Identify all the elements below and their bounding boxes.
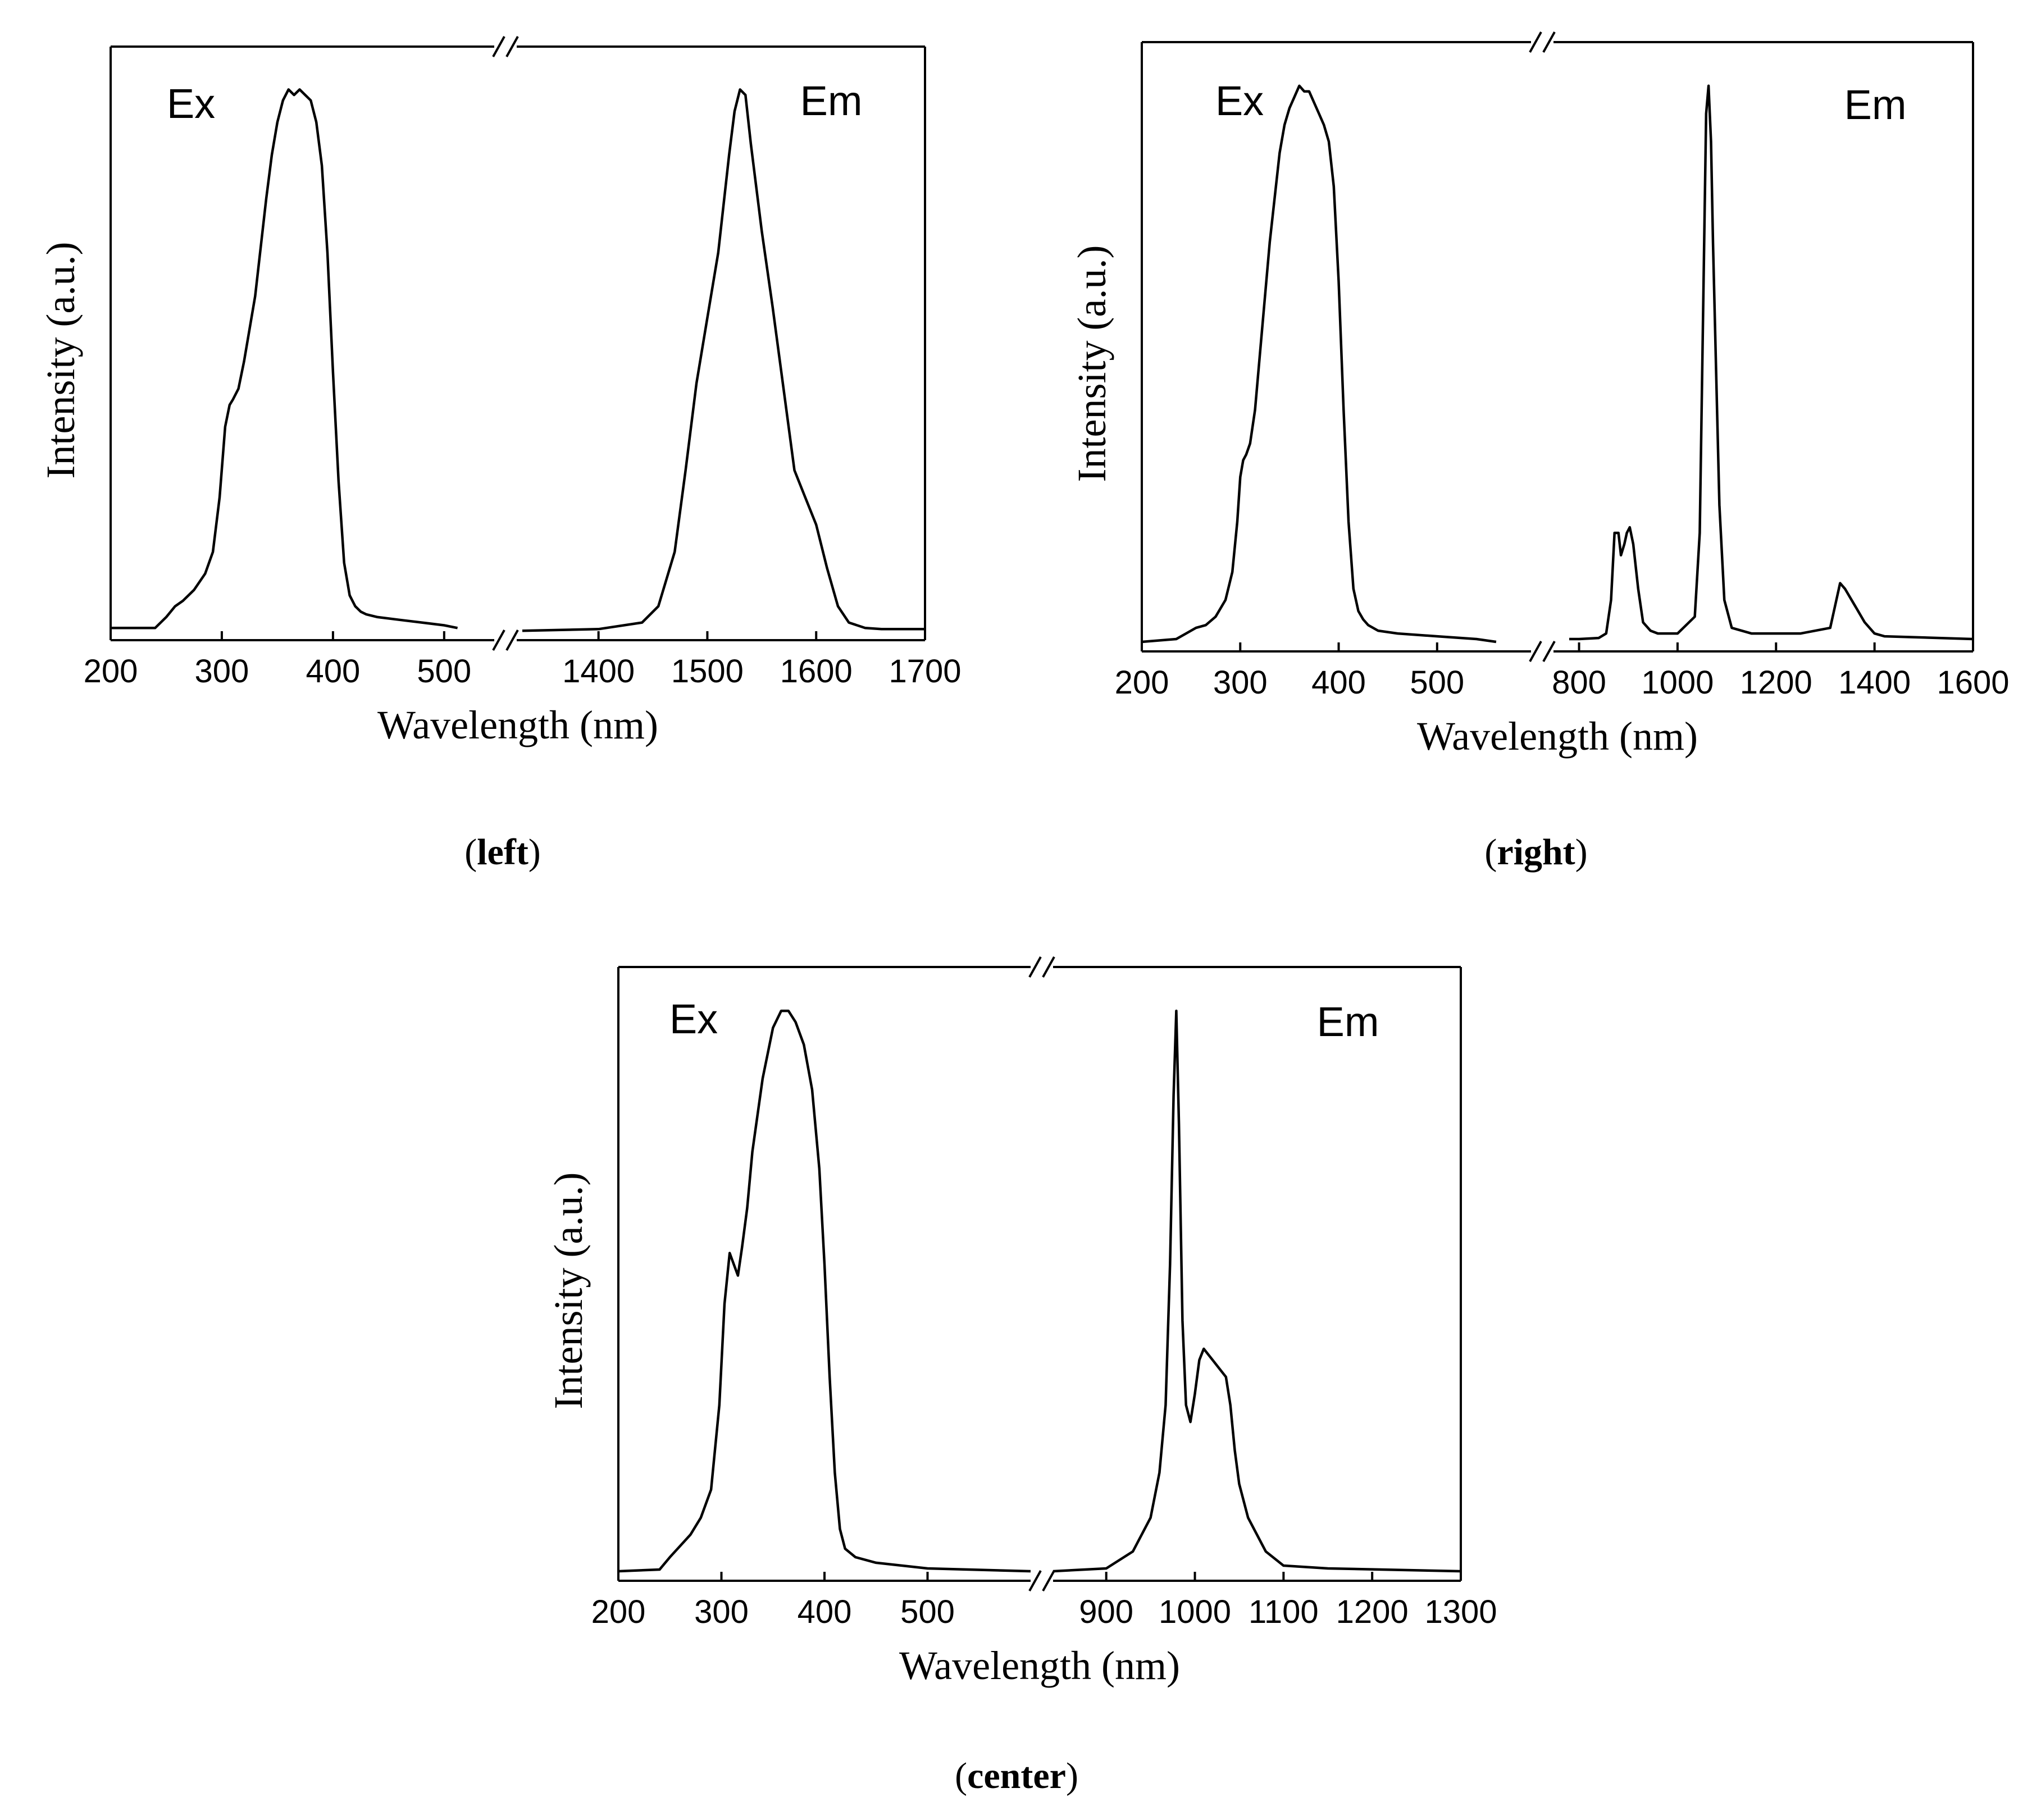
x-axis-title: Wavelength (nm) [899,1643,1180,1688]
axis-break-mark [1529,641,1542,662]
x-tick-label: 300 [694,1594,749,1630]
series-label-ex: Ex [1215,77,1264,124]
axis-break-mark [1042,956,1055,978]
x-tick-label: 1400 [562,653,635,690]
series-line-ex [618,1009,1031,1573]
axis-break-mark [1542,641,1556,662]
caption-right: (right) [1484,832,1588,873]
x-tick-label: 400 [798,1594,852,1630]
x-tick-label: 1700 [889,653,961,690]
x-tick-label: 1100 [1249,1594,1319,1630]
x-tick-label: 1600 [1937,664,2009,701]
x-tick-label: 1500 [671,653,744,690]
y-axis-title: Intensity (a.u.) [546,1173,591,1410]
series-label-em: Em [1844,81,1907,128]
series-line-em [522,88,925,632]
axis-break-mark [1542,31,1556,53]
series-line-ex [1141,84,1497,644]
x-tick-label: 1200 [1336,1594,1409,1630]
series-label-ex: Ex [669,996,718,1042]
x-tick-label: 400 [1311,664,1366,701]
x-tick-label: 1200 [1740,664,1812,701]
axis-break-mark [492,630,505,651]
x-tick-label: 1400 [1838,664,1911,701]
axis-break-mark [492,36,505,57]
x-tick-label: 800 [1552,664,1606,701]
axis-break-mark [1028,956,1042,978]
x-tick-label: 900 [1079,1594,1133,1630]
series-label-ex: Ex [167,80,215,127]
x-tick-label: 200 [591,1594,646,1630]
x-tick-label: 300 [1213,664,1268,701]
axis-break-mark [505,630,519,651]
x-tick-label: 500 [417,653,471,690]
x-tick-label: 1000 [1159,1594,1231,1630]
series-label-em: Em [800,77,863,124]
x-tick-label: 200 [1115,664,1169,701]
x-tick-label: 300 [195,653,249,690]
axis-break-mark [1042,1570,1055,1591]
series-label-em: Em [1317,998,1379,1045]
series-line-em [1569,84,1974,641]
caption-center: (center) [955,1755,1078,1796]
series-line-ex [111,88,458,630]
x-tick-label: 500 [1410,664,1464,701]
series-line-em [1053,1009,1461,1573]
y-axis-title: Intensity (a.u.) [1069,245,1114,482]
x-tick-label: 200 [84,653,138,690]
axis-break-mark [1028,1570,1042,1591]
x-tick-label: 500 [900,1594,955,1630]
x-tick-label: 400 [306,653,360,690]
x-tick-label: 1300 [1424,1594,1497,1630]
x-axis-title: Wavelength (nm) [1417,714,1698,759]
chart-right: 200 300 400 500 800 1000 1200 1400 1600 Wavelengt… [1069,31,2010,759]
x-axis-title: Wavelength (nm) [377,703,658,747]
y-axis-title: Intensity (a.u.) [38,242,83,479]
axis-break-mark [1529,31,1542,53]
caption-left: (left) [464,832,541,873]
chart-center: 200 300 400 500 900 1000 1100 1200 1300 Wavelengt… [546,956,1497,1688]
axis-break-mark [505,36,519,57]
chart-left: 200 300 400 500 1400 1500 1600 1700 Wavelength (… [38,36,962,747]
x-tick-label: 1600 [780,653,853,690]
x-tick-label: 1000 [1641,664,1714,701]
